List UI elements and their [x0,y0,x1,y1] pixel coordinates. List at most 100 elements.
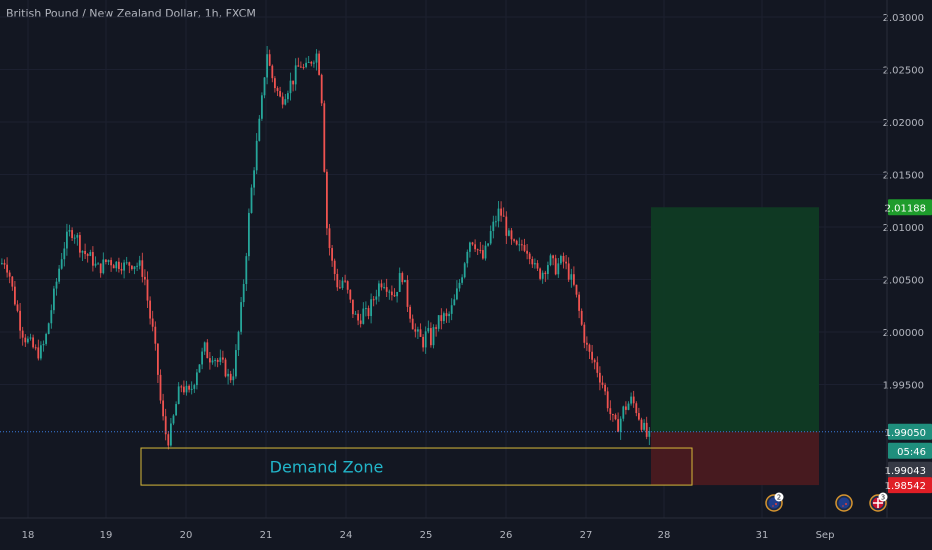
candle-body [466,251,469,264]
candle-body [53,288,55,311]
candle-body [593,359,596,363]
candle-body [604,384,606,392]
candle-body [8,272,11,277]
candle-body [287,93,289,100]
candle-body [279,91,281,97]
candle-body [422,336,424,348]
price-axis: 2.03000 2.02500 2.02000 2.01500 2.01000 2.005… [883,0,932,518]
candle-body [144,276,146,280]
candle-body [32,337,34,348]
candle-body [531,258,534,265]
candle-body [596,362,599,373]
candle-body [614,414,617,420]
candle-body [84,250,86,255]
candle-body [539,268,541,279]
candle-body [378,283,380,297]
candle-body [398,273,401,292]
candle-body [396,291,398,297]
candle-body [229,373,232,381]
candle-body [591,351,593,360]
candle-body [388,291,391,293]
candle-body [385,287,388,292]
candle-body [47,323,50,334]
candle-body [76,235,79,238]
candle-body [99,263,102,274]
flag-star [775,503,777,505]
candles [1,46,651,450]
event-count: 3 [881,494,885,502]
candle-body [508,230,510,236]
candle-body [224,359,227,377]
candle-body [125,262,128,264]
candle-body [131,265,133,270]
candle-body [120,268,123,271]
candle-body [128,262,131,266]
candle-body [97,263,99,265]
candle-body [255,140,258,171]
price-axis-bg [887,0,932,518]
candle-body [586,342,588,345]
candle-body [409,306,411,319]
candle-body [471,242,474,245]
candle-body [86,254,89,256]
candle-body [203,342,206,352]
target-price-label: 2.01188 [885,203,926,214]
candle-body [258,118,261,141]
candle-body [336,273,339,288]
candle-body [162,400,164,417]
demand-zone-label: Demand Zone [270,458,384,477]
price-tick-label: 2.00500 [883,276,924,287]
candle-body [453,299,456,306]
candle-body [443,313,445,322]
candle-body [164,416,167,435]
candle-body [94,263,97,266]
candle-body [89,252,92,256]
candle-body [552,255,554,259]
candle-body [333,260,336,274]
candle-body [261,95,263,119]
candle-body [190,388,193,390]
candle-body [102,259,105,274]
candle-body [40,345,42,359]
candle-body [630,396,632,404]
candle-body [237,331,240,351]
candle-body [183,386,185,393]
candle-body [469,242,471,252]
candle-body [302,67,305,69]
candle-body [326,171,328,229]
candle-body [16,304,19,311]
candle-body [154,326,157,344]
target-zone [651,207,819,432]
candle-body [505,216,508,236]
candle-body [430,328,432,346]
candle-body [305,62,307,68]
candle-body [170,423,172,446]
candle-body [42,343,45,346]
time-tick-label: 21 [260,530,273,541]
candle-body [463,263,466,278]
candle-body [198,364,201,373]
candle-body [66,231,68,249]
candle-body [476,249,479,251]
time-tick-label: 24 [340,530,353,541]
candle-body [34,347,37,349]
candle-body [323,103,326,172]
candle-body [149,300,151,319]
demand-zone-box: Demand Zone [140,447,693,486]
candle-body [307,61,310,63]
candle-body [276,88,279,92]
candle-body [60,259,63,269]
candle-body [222,357,224,360]
candle-body [242,284,245,303]
candle-body [159,374,162,401]
position-tool [651,207,819,486]
candle-body [435,327,437,329]
candle-body [14,286,16,305]
candle-body [640,419,643,430]
candle-body [175,404,177,416]
candle-body [414,329,417,332]
